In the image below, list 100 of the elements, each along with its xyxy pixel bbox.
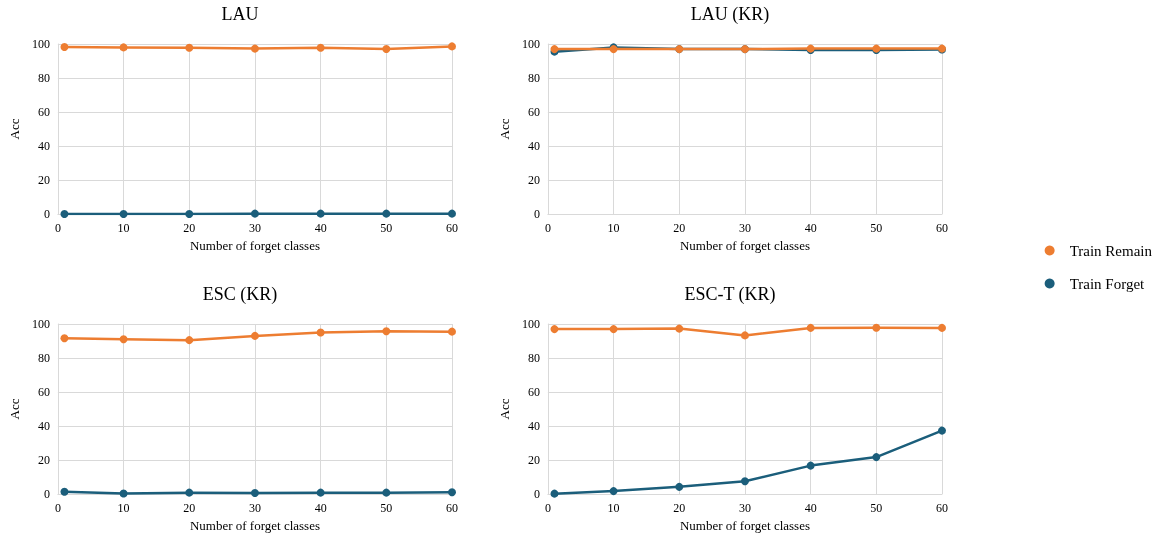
point [316, 43, 325, 52]
point [250, 209, 259, 218]
y-tick-label: 0 [533, 207, 540, 221]
x-tick-label: 60 [936, 221, 948, 235]
point [448, 488, 456, 497]
chart-title: LAU [221, 4, 259, 24]
point [806, 323, 815, 332]
point [316, 209, 325, 218]
point [675, 482, 684, 491]
y-tick-label: 40 [37, 139, 50, 153]
point [872, 323, 881, 332]
point [872, 453, 881, 462]
y-tick-label: 20 [527, 173, 540, 187]
x-tick-label: 60 [936, 501, 948, 515]
point [185, 488, 194, 497]
y-tick-label: 20 [527, 453, 540, 467]
chart-title: LAU (KR) [690, 4, 770, 25]
point [119, 210, 128, 218]
point [316, 328, 325, 337]
y-tick-label: 80 [37, 71, 50, 85]
y-tick-label: 100 [521, 317, 540, 331]
y-tick-label: 80 [527, 71, 540, 85]
y-tick-label: 100 [31, 317, 50, 331]
y-tick-label: 60 [527, 105, 540, 119]
x-tick-label: 30 [738, 221, 751, 235]
x-tick-label: 20 [183, 501, 196, 515]
chart-title: ESC-T (KR) [684, 284, 776, 305]
x-tick-label: 10 [607, 501, 620, 515]
y-tick-label: 100 [31, 37, 50, 51]
y-axis-title: Acc [7, 118, 22, 140]
y-tick-label: 20 [37, 173, 50, 187]
x-tick-label: 0 [54, 501, 61, 515]
point [382, 488, 391, 497]
x-tick-label: 40 [804, 501, 817, 515]
x-tick-label: 40 [314, 501, 327, 515]
point [382, 44, 391, 53]
point [316, 488, 325, 497]
chart-title: ESC (KR) [202, 284, 278, 305]
point [806, 461, 815, 470]
point [119, 489, 128, 498]
x-tick-label: 50 [380, 221, 393, 235]
y-axis-title: Acc [497, 118, 512, 140]
x-tick-label: 60 [446, 221, 458, 235]
x-tick-label: 10 [117, 501, 130, 515]
x-tick-label: 50 [870, 501, 883, 515]
x-tick-label: 50 [870, 221, 883, 235]
point [448, 327, 456, 336]
x-tick-label: 50 [380, 501, 393, 515]
x-tick-label: 40 [314, 221, 327, 235]
y-tick-label: 0 [43, 207, 50, 221]
x-tick-label: 30 [738, 501, 751, 515]
x-tick-label: 0 [54, 221, 61, 235]
x-tick-label: 0 [544, 221, 551, 235]
x-tick-label: 40 [804, 221, 817, 235]
point [675, 324, 684, 333]
point [382, 209, 391, 218]
point [185, 336, 194, 345]
x-axis-title: Number of forget classes [679, 237, 810, 253]
y-tick-label: 60 [37, 105, 50, 119]
point [448, 209, 456, 218]
point [185, 210, 194, 218]
point [550, 325, 559, 334]
point [250, 331, 259, 340]
y-tick-label: 20 [37, 453, 50, 467]
point [609, 487, 618, 496]
point [938, 426, 946, 435]
legend-label: Train Forget [1069, 275, 1146, 292]
point [185, 43, 194, 52]
point [60, 334, 69, 343]
x-axis-title: Number of forget classes [679, 517, 810, 533]
point [740, 331, 749, 340]
x-axis-title: Number of forget classes [189, 517, 320, 533]
x-tick-label: 10 [607, 221, 620, 235]
y-axis-title: Acc [7, 398, 22, 420]
x-axis-title: Number of forget classes [189, 237, 320, 253]
legend-label: Train Remain [1069, 242, 1153, 259]
x-tick-label: 20 [183, 221, 196, 235]
point [119, 43, 128, 52]
point [938, 323, 946, 332]
x-tick-label: 30 [248, 221, 261, 235]
point [119, 335, 128, 344]
point [250, 44, 259, 53]
point [740, 477, 749, 486]
y-tick-label: 80 [527, 351, 540, 365]
point [609, 325, 618, 334]
point [60, 43, 69, 52]
point [250, 488, 259, 497]
x-tick-label: 0 [544, 501, 551, 515]
point [60, 487, 69, 496]
y-tick-label: 40 [527, 139, 540, 153]
x-tick-label: 60 [446, 501, 458, 515]
point [448, 42, 456, 51]
x-tick-label: 30 [248, 501, 261, 515]
y-tick-label: 100 [521, 37, 540, 51]
y-tick-label: 0 [533, 487, 540, 501]
x-tick-label: 10 [117, 221, 130, 235]
y-axis-title: Acc [497, 398, 512, 420]
y-tick-label: 40 [37, 419, 50, 433]
x-tick-label: 20 [673, 501, 686, 515]
y-tick-label: 60 [527, 385, 540, 399]
